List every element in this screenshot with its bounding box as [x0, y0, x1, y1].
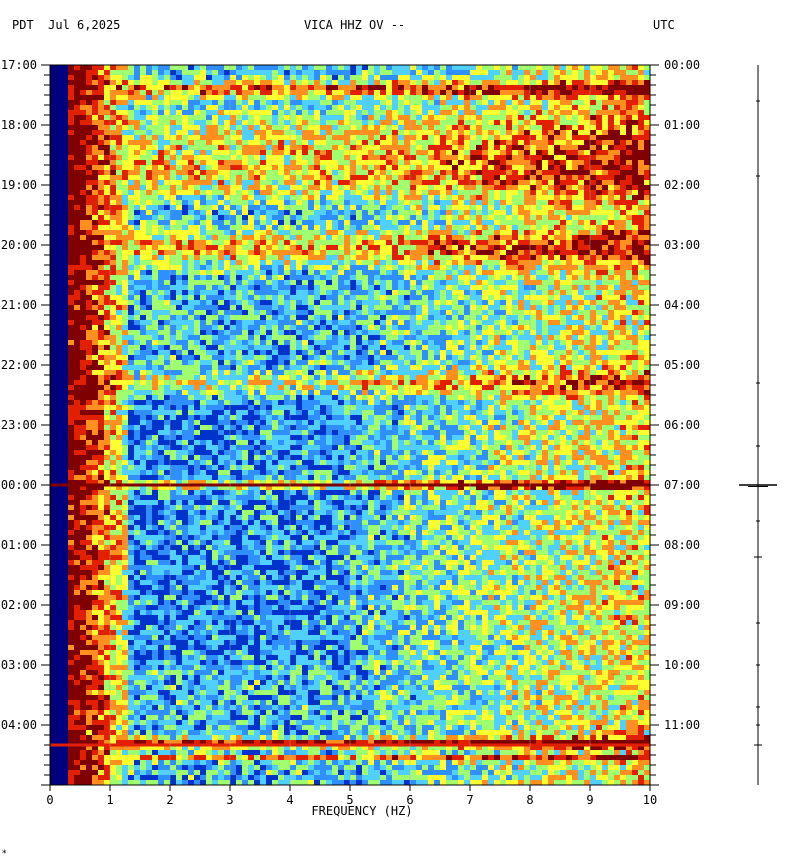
header-left: PDT Jul 6,2025 — [12, 18, 120, 32]
x-axis-label: FREQUENCY (HZ) — [311, 804, 412, 818]
right-time-label: 09:00 — [664, 598, 700, 612]
seismic-trace — [739, 65, 777, 785]
right-time-label: 04:00 — [664, 298, 700, 312]
x-tick-label: 7 — [466, 793, 473, 807]
x-tick-label: 1 — [106, 793, 113, 807]
left-time-label: 19:00 — [1, 178, 37, 192]
left-time-label: 01:00 — [1, 538, 37, 552]
station-title: VICA HHZ OV -- — [304, 18, 406, 32]
right-time-label: 07:00 — [664, 478, 700, 492]
frequency-grid — [109, 65, 591, 785]
x-tick-label: 2 — [166, 793, 173, 807]
right-time-label: 00:00 — [664, 58, 700, 72]
x-tick-label: 0 — [46, 793, 53, 807]
right-time-label: 10:00 — [664, 658, 700, 672]
right-time-label: 02:00 — [664, 178, 700, 192]
x-tick-label: 3 — [226, 793, 233, 807]
x-tick-label: 10 — [643, 793, 657, 807]
x-tick-label: 4 — [286, 793, 293, 807]
left-time-label: 20:00 — [1, 238, 37, 252]
left-time-label: 18:00 — [1, 118, 37, 132]
right-timezone: UTC — [653, 18, 675, 32]
left-time-label: 21:00 — [1, 298, 37, 312]
right-time-label: 11:00 — [664, 718, 700, 732]
left-time-axis: 17:00 18:00 19:00 20:00 21:00 22:00 23:00 00:00… — [1, 58, 50, 786]
left-time-label: 02:00 — [1, 598, 37, 612]
right-time-label: 03:00 — [664, 238, 700, 252]
right-time-label: 06:00 — [664, 418, 700, 432]
left-time-label: 04:00 — [1, 718, 37, 732]
x-tick-label: 5 — [346, 793, 353, 807]
x-tick-label: 9 — [586, 793, 593, 807]
left-timezone: PDT — [12, 18, 34, 32]
right-time-label: 05:00 — [664, 358, 700, 372]
x-tick-label: 8 — [526, 793, 533, 807]
right-time-label: 01:00 — [664, 118, 700, 132]
left-time-label: 23:00 — [1, 418, 37, 432]
left-time-label: 03:00 — [1, 658, 37, 672]
left-time-label: 17:00 — [1, 58, 37, 72]
frequency-axis: 0 1 2 3 4 5 6 7 8 9 10 — [46, 785, 657, 807]
corner-mark: * — [2, 849, 7, 859]
plot-date: Jul 6,2025 — [48, 18, 121, 32]
left-time-label: 00:00 — [1, 478, 37, 492]
left-time-label: 22:00 — [1, 358, 37, 372]
x-tick-label: 6 — [406, 793, 413, 807]
right-time-axis: 00:00 01:00 02:00 03:00 04:00 05:00 06:00 07:00… — [650, 58, 700, 786]
right-time-label: 08:00 — [664, 538, 700, 552]
